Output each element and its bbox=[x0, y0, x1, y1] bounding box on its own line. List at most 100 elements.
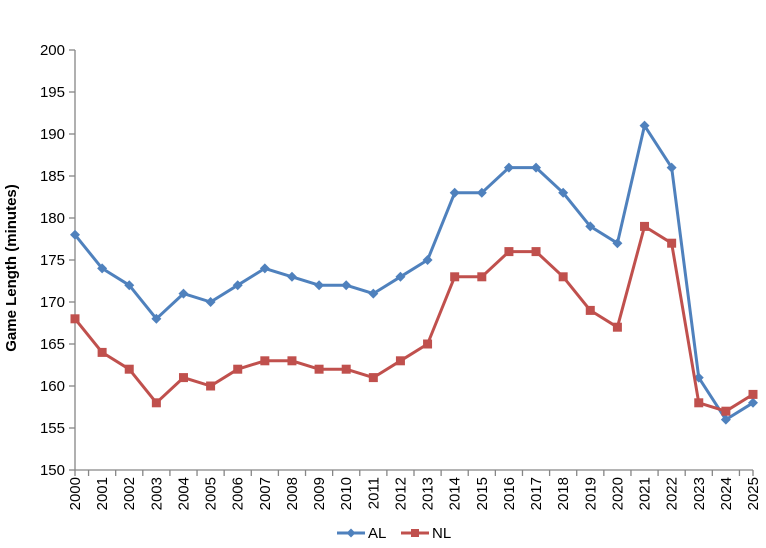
series-al-marker bbox=[422, 255, 433, 265]
series-nl-marker bbox=[206, 381, 216, 391]
series-al-marker bbox=[449, 187, 460, 198]
y-tick-label: 150 bbox=[40, 462, 65, 479]
series-al-marker bbox=[748, 397, 758, 408]
series-nl-marker bbox=[260, 356, 270, 366]
x-tick-label: 2025 bbox=[745, 477, 762, 510]
x-tick-label: 2005 bbox=[203, 477, 220, 510]
series-al-marker bbox=[395, 271, 406, 282]
series-nl-marker bbox=[748, 389, 758, 399]
x-tick-label: 2008 bbox=[284, 477, 301, 510]
x-tick-label: 2020 bbox=[609, 477, 626, 510]
y-tick-label: 195 bbox=[40, 84, 65, 101]
series-al-marker bbox=[151, 313, 162, 324]
x-tick-label: 2021 bbox=[637, 477, 654, 510]
series-al-marker bbox=[368, 288, 379, 299]
series-al-marker bbox=[124, 280, 135, 291]
series-nl-line bbox=[73, 224, 755, 413]
x-tick-label: 2015 bbox=[474, 477, 491, 510]
legend-item-nl: NL bbox=[401, 525, 451, 542]
series-al-marker bbox=[558, 187, 569, 198]
series-nl-marker bbox=[124, 364, 134, 374]
series-al-marker bbox=[639, 120, 650, 131]
legend-item-al: AL bbox=[337, 525, 386, 542]
series-nl-marker bbox=[531, 247, 541, 257]
series-nl-marker bbox=[314, 364, 324, 374]
x-tick-label: 2018 bbox=[555, 477, 572, 510]
series-nl-marker bbox=[450, 272, 460, 282]
series-al-marker bbox=[341, 280, 352, 291]
x-tick-label: 2012 bbox=[392, 477, 409, 510]
series-nl-marker bbox=[341, 364, 351, 374]
series-nl-marker bbox=[233, 364, 243, 374]
x-tick-label: 2017 bbox=[528, 477, 545, 510]
series-al-marker bbox=[286, 271, 297, 282]
y-tick-label: 165 bbox=[40, 336, 65, 353]
series-al-marker bbox=[259, 263, 270, 274]
y-tick-label: 175 bbox=[40, 252, 65, 269]
x-tick-label: 2010 bbox=[338, 477, 355, 510]
y-tick-label: 200 bbox=[40, 42, 65, 59]
series-al-marker bbox=[612, 238, 623, 249]
series-al bbox=[70, 120, 758, 425]
series-al-marker bbox=[314, 280, 325, 291]
series-al-marker bbox=[666, 162, 677, 173]
series-nl-marker bbox=[151, 398, 161, 408]
series-nl-marker bbox=[178, 373, 188, 383]
y-tick-label: 185 bbox=[40, 168, 65, 185]
series-al-marker bbox=[232, 280, 243, 291]
legend-label: NL bbox=[432, 525, 451, 542]
x-tick-label: 2001 bbox=[94, 477, 111, 510]
series-nl-marker bbox=[694, 398, 704, 408]
x-tick-label: 2024 bbox=[718, 477, 735, 510]
series-al-marker bbox=[720, 414, 731, 425]
y-tick-label: 170 bbox=[40, 294, 65, 311]
x-tick-label: 2000 bbox=[67, 477, 84, 510]
x-tick-label: 2014 bbox=[447, 477, 464, 510]
legend-diamond-icon bbox=[346, 528, 356, 538]
x-tick-label: 2019 bbox=[582, 477, 599, 510]
x-tick-label: 2007 bbox=[257, 477, 274, 510]
series-nl-marker bbox=[612, 322, 622, 332]
x-tick-label: 2013 bbox=[420, 477, 437, 510]
y-tick-label: 180 bbox=[40, 210, 65, 227]
series-nl-marker bbox=[558, 272, 568, 282]
series-nl-marker bbox=[97, 347, 107, 357]
series-al-marker bbox=[205, 297, 216, 307]
series-nl-marker bbox=[287, 356, 297, 366]
y-tick-label: 160 bbox=[40, 378, 65, 395]
legend-label: AL bbox=[368, 525, 386, 542]
series-al-marker bbox=[178, 288, 189, 299]
series-al-marker bbox=[531, 162, 542, 173]
x-tick-label: 2023 bbox=[691, 477, 708, 510]
series-al-marker bbox=[70, 229, 80, 240]
legend-square-icon bbox=[411, 529, 419, 537]
x-tick-label: 2011 bbox=[365, 477, 382, 509]
series-nl-marker bbox=[477, 272, 487, 282]
series-nl-marker bbox=[423, 339, 433, 349]
series-al-line bbox=[73, 124, 755, 422]
x-tick-label: 2004 bbox=[175, 477, 192, 510]
x-tick-label: 2003 bbox=[148, 477, 165, 510]
series-nl-marker bbox=[667, 238, 677, 248]
series-nl-marker bbox=[368, 373, 378, 383]
x-tick-label: 2006 bbox=[230, 477, 247, 510]
series-nl-marker bbox=[70, 314, 80, 324]
series-al-marker bbox=[585, 221, 596, 232]
series-al-marker bbox=[503, 162, 514, 173]
series-nl-marker bbox=[395, 356, 405, 366]
series-al-marker bbox=[476, 187, 487, 198]
x-tick-label: 2009 bbox=[311, 477, 328, 510]
series-nl-marker bbox=[640, 221, 650, 231]
series-al-marker bbox=[97, 263, 108, 274]
x-tick-label: 2022 bbox=[664, 477, 681, 510]
y-tick-label: 155 bbox=[40, 420, 65, 437]
series-nl-marker bbox=[585, 305, 595, 315]
legend: AL NL bbox=[337, 525, 451, 542]
series-nl bbox=[70, 221, 758, 416]
x-tick-label: 2016 bbox=[501, 477, 518, 510]
series-nl-marker bbox=[721, 406, 731, 416]
x-tick-label: 2002 bbox=[121, 477, 138, 510]
y-tick-label: 190 bbox=[40, 126, 65, 143]
